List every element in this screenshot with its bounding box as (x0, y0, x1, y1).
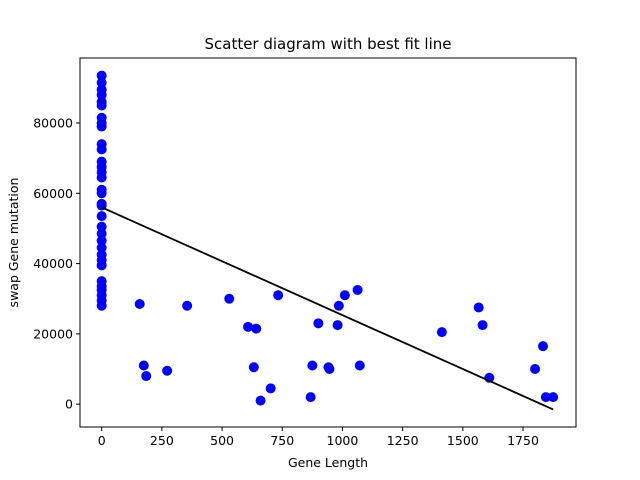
data-point (273, 290, 284, 301)
data-point (96, 70, 107, 81)
data-point (530, 364, 541, 375)
y-tick-label: 0 (65, 397, 73, 412)
data-point (339, 290, 350, 301)
data-point (138, 360, 149, 371)
data-point (182, 300, 193, 311)
data-point (96, 260, 107, 271)
y-axis: 0 20000 40000 60000 80000 (33, 116, 80, 412)
y-tick-label: 80000 (33, 116, 73, 131)
data-point (354, 360, 365, 371)
data-point (96, 242, 107, 253)
data-point (473, 302, 484, 313)
data-point (96, 172, 107, 183)
data-point (333, 300, 344, 311)
data-point (134, 299, 145, 309)
y-axis-title: swap Gene mutation (6, 178, 21, 308)
data-point (141, 371, 152, 382)
y-tick-label: 40000 (33, 256, 73, 271)
data-point (255, 395, 266, 406)
data-point (307, 360, 318, 371)
data-point (251, 323, 262, 334)
data-point (162, 365, 173, 376)
data-point (540, 392, 551, 403)
data-point (96, 89, 107, 100)
y-tick-label: 20000 (33, 326, 73, 341)
data-point (332, 320, 343, 331)
data-point (477, 320, 488, 331)
data-point (96, 221, 107, 232)
data-point (96, 188, 107, 199)
x-tick-label: 0 (98, 433, 106, 448)
data-point (96, 235, 107, 246)
data-point (96, 77, 107, 88)
data-point (243, 321, 254, 332)
x-tick-label: 500 (210, 433, 234, 448)
data-point (305, 392, 316, 403)
data-point (96, 211, 107, 222)
best-fit-line (101, 206, 554, 411)
plot-frame (79, 57, 577, 428)
data-point (538, 341, 549, 352)
data-point (352, 284, 363, 295)
data-point (96, 121, 107, 132)
x-tick-label: 1500 (447, 433, 479, 448)
chart-title: Scatter diagram with best fit line (204, 35, 451, 53)
data-point (96, 228, 107, 239)
data-point (265, 383, 276, 394)
data-point (324, 364, 335, 375)
x-tick-label: 1250 (387, 433, 419, 448)
data-point (313, 318, 324, 329)
data-point (436, 327, 447, 338)
data-point (224, 293, 235, 304)
y-tick-label: 60000 (33, 186, 73, 201)
x-axis-title: Gene Length (288, 455, 368, 470)
data-point (96, 300, 107, 311)
x-tick-label: 250 (150, 433, 174, 448)
points-layer (96, 70, 559, 406)
data-point (548, 392, 559, 403)
fit-line-layer (101, 206, 554, 411)
x-axis: 0 250 500 750 1000 1250 1500 1750 (98, 427, 539, 448)
data-point (248, 362, 259, 373)
data-point (96, 144, 107, 155)
x-tick-label: 1750 (507, 433, 539, 448)
x-tick-label: 1000 (327, 433, 359, 448)
data-point (96, 100, 107, 111)
x-tick-label: 750 (270, 433, 294, 448)
